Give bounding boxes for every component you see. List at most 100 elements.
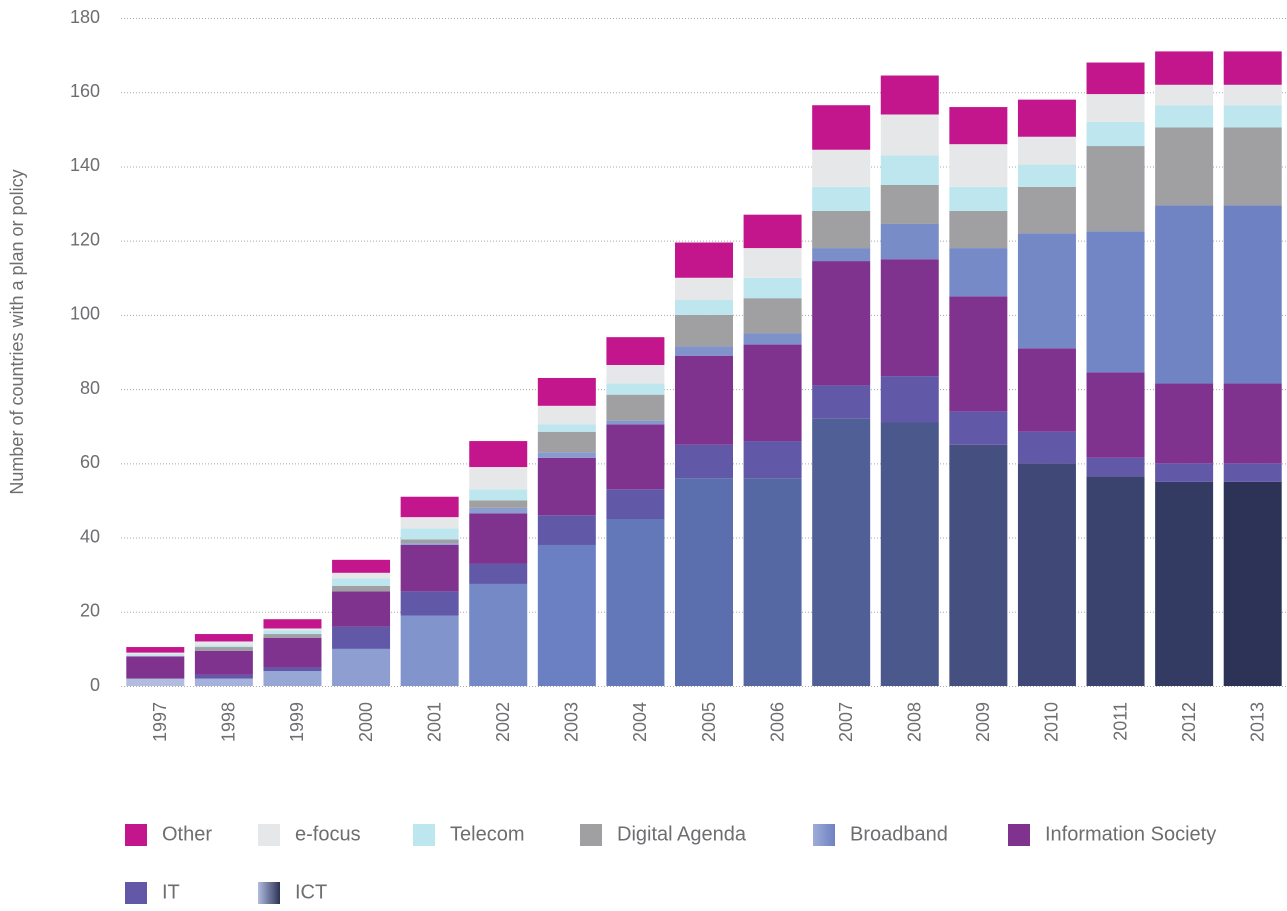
y-tick-label: 60 (80, 452, 100, 472)
bar-segment (949, 411, 1008, 445)
bar-segment (812, 210, 871, 249)
x-tick-label: 2003 (562, 702, 582, 742)
bar-segment (1223, 463, 1282, 482)
bar-segment (332, 626, 391, 649)
y-axis-label: Number of countries with a plan or polic… (7, 169, 27, 494)
bar-segment (812, 385, 871, 419)
x-tick-label: 2004 (630, 702, 650, 742)
bar-segment (880, 376, 939, 423)
y-tick-label: 140 (70, 155, 100, 175)
x-tick-label: 2008 (905, 702, 925, 742)
x-tick-label: 2012 (1179, 702, 1199, 742)
x-tick-label: 2005 (699, 702, 719, 742)
bar-segment (949, 144, 1008, 187)
bar-segment (949, 444, 1008, 686)
bar-segment (606, 337, 665, 365)
bar-segment (880, 185, 939, 224)
x-tick-label: 2002 (493, 702, 513, 742)
bar-segment (812, 248, 871, 262)
bar-segment (1155, 463, 1214, 482)
x-tick-label: 2009 (973, 702, 993, 742)
bar-segment (194, 674, 253, 679)
legend-swatch (258, 882, 280, 904)
bar-segment (812, 261, 871, 386)
bar-segment (537, 424, 596, 432)
legend-swatch (413, 824, 435, 846)
bar-segment (537, 405, 596, 425)
y-tick-label: 160 (70, 81, 100, 101)
bar-segment (880, 223, 939, 260)
bar-segment (743, 333, 802, 345)
y-tick-label: 80 (80, 378, 100, 398)
bar-segment (1017, 99, 1076, 137)
bar-segment (194, 647, 253, 651)
bar-segment (1086, 62, 1145, 95)
legend-swatch (125, 824, 147, 846)
bar-segment (537, 377, 596, 406)
legend-label: Telecom (450, 823, 524, 845)
bar-segment (1017, 136, 1076, 165)
bar-segment (469, 563, 528, 584)
legend-label: IT (162, 881, 180, 903)
bar-segment (675, 277, 733, 301)
bar-segment (469, 500, 528, 508)
bar-segment (1223, 51, 1282, 85)
bar-segment (606, 420, 665, 425)
y-tick-label: 120 (70, 229, 100, 249)
bar-segment (469, 441, 528, 468)
bar-segment (126, 678, 185, 686)
bar-segment (194, 650, 253, 675)
bar-segment (469, 513, 528, 564)
bar-segment (332, 559, 391, 573)
bar-segment (1086, 476, 1145, 686)
bar-segment (675, 444, 733, 479)
bar-segment (332, 578, 391, 586)
bar-segment (812, 186, 871, 211)
legend-label: Digital Agenda (617, 823, 747, 845)
x-tick-label: 1997 (150, 702, 170, 742)
x-tick-label: 2006 (767, 702, 787, 742)
x-tick-label: 2011 (1110, 702, 1130, 741)
bar-segment (126, 654, 185, 657)
bar-segment (743, 248, 802, 278)
bar-segment (812, 105, 871, 150)
bar-segment (1223, 105, 1282, 128)
legend-swatch (258, 824, 280, 846)
bar-segment (194, 641, 253, 646)
bar-segment (537, 431, 596, 453)
bar-segment (675, 478, 733, 686)
bar-segment (1086, 457, 1145, 477)
bar-segment (812, 149, 871, 187)
x-tick-label: 1998 (219, 702, 239, 742)
bar-segment (263, 671, 322, 686)
legend-swatch (813, 824, 835, 846)
bar-segment (194, 678, 253, 686)
x-tick-label: 1999 (287, 702, 307, 742)
legend-label: Broadband (850, 823, 948, 845)
bar-segment (400, 539, 459, 544)
bar-segment (606, 364, 665, 384)
bar-segment (263, 628, 322, 631)
bar-segment (1017, 348, 1076, 432)
bar-segment (1155, 84, 1214, 106)
bar-segment (1155, 127, 1214, 206)
legend-label: Information Society (1045, 823, 1216, 845)
bar-segment (1017, 186, 1076, 234)
bar-segment (880, 75, 939, 115)
legend-label: ICT (295, 881, 327, 903)
y-tick-label: 180 (70, 7, 100, 27)
bar-segment (1086, 231, 1145, 373)
bar-segment (675, 300, 733, 315)
bar-segment (263, 630, 322, 635)
bar-segment (675, 314, 733, 347)
bar-segment (400, 517, 459, 529)
bar-segment (263, 634, 322, 638)
bar-segment (1223, 205, 1282, 384)
bar-segment (675, 346, 733, 356)
x-tick-label: 2013 (1247, 702, 1267, 742)
bar-segment (606, 424, 665, 490)
bar-segment (537, 457, 596, 516)
y-tick-label: 20 (80, 601, 100, 621)
bar-segment (263, 637, 322, 668)
bar-segment (606, 394, 665, 421)
